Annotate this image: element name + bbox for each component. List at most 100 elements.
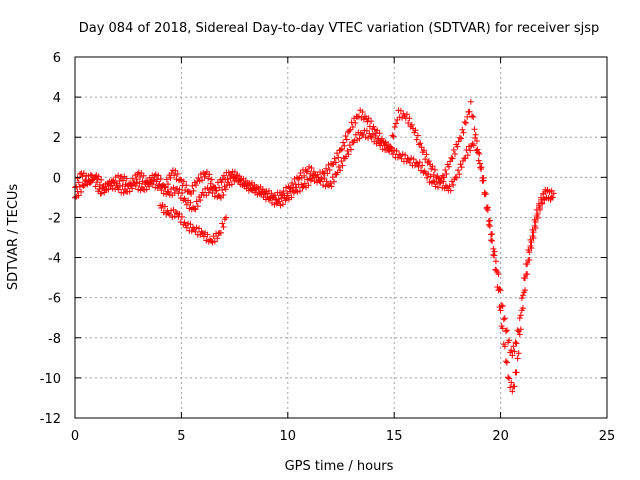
data-point	[403, 111, 410, 118]
data-point	[510, 343, 517, 350]
data-point	[449, 155, 456, 162]
data-point	[489, 230, 496, 237]
data-point	[196, 225, 203, 232]
data-point	[216, 184, 223, 191]
plot-frame	[74, 56, 608, 419]
data-point	[199, 177, 206, 184]
data-point	[483, 205, 490, 212]
data-point	[512, 339, 519, 346]
data-point	[494, 283, 501, 290]
data-point	[405, 119, 412, 126]
data-point	[172, 208, 179, 215]
data-point	[390, 133, 397, 140]
data-point	[470, 114, 477, 121]
data-point	[288, 194, 295, 201]
data-point	[429, 163, 436, 170]
data-point	[331, 178, 338, 185]
data-point	[513, 340, 520, 347]
data-point	[129, 185, 136, 192]
data-point	[423, 151, 430, 158]
data-point	[195, 174, 202, 181]
data-point	[474, 146, 481, 153]
data-point	[503, 359, 510, 366]
data-point	[143, 186, 150, 193]
data-point	[469, 113, 476, 120]
data-point	[416, 159, 423, 166]
data-point	[460, 129, 467, 136]
data-point	[208, 176, 215, 183]
data-point	[157, 176, 164, 183]
data-point	[485, 221, 492, 228]
data-point	[442, 182, 449, 189]
data-point	[189, 182, 196, 189]
data-point	[346, 127, 353, 134]
data-point	[434, 184, 441, 191]
data-point	[208, 238, 215, 245]
data-point	[458, 164, 465, 171]
data-point	[78, 188, 85, 195]
data-point	[469, 140, 476, 147]
data-point	[328, 183, 335, 190]
data-point	[95, 173, 102, 180]
data-point	[488, 237, 495, 244]
data-point	[228, 181, 235, 188]
data-point	[332, 159, 339, 166]
data-point	[174, 170, 181, 177]
data-point	[75, 179, 82, 186]
y-tick-label: 2	[53, 131, 61, 146]
data-point	[530, 229, 537, 236]
data-point	[515, 350, 522, 357]
data-point	[197, 197, 204, 204]
data-point	[231, 169, 238, 176]
y-tick-label: -6	[48, 292, 61, 307]
data-point	[179, 189, 186, 196]
data-point	[458, 135, 465, 142]
data-point	[434, 173, 441, 180]
data-point	[518, 295, 525, 302]
data-point	[391, 123, 398, 130]
data-point	[427, 173, 434, 180]
data-point	[490, 251, 497, 258]
data-point	[198, 228, 205, 235]
data-point	[522, 287, 529, 294]
y-tick-label: -4	[48, 252, 61, 267]
data-point	[103, 186, 110, 193]
data-point	[338, 158, 345, 165]
data-point	[516, 331, 523, 338]
data-point	[96, 186, 103, 193]
data-point	[84, 181, 91, 188]
data-point	[296, 188, 303, 195]
data-point	[453, 174, 460, 181]
data-point	[406, 115, 413, 122]
data-point	[222, 186, 229, 193]
data-point	[327, 180, 334, 187]
data-point	[323, 178, 330, 185]
data-point	[337, 167, 344, 174]
data-point	[430, 178, 437, 185]
data-point	[133, 176, 140, 183]
data-point	[90, 176, 97, 183]
data-point	[110, 179, 117, 186]
data-point	[329, 174, 336, 181]
data-point	[425, 158, 432, 165]
data-point	[413, 159, 420, 166]
data-point	[530, 234, 537, 241]
data-point	[126, 188, 133, 195]
data-point	[410, 156, 417, 163]
data-point	[98, 176, 105, 183]
data-point	[514, 355, 521, 362]
data-point	[341, 142, 348, 149]
data-point	[335, 154, 342, 161]
data-point	[456, 171, 463, 178]
data-point	[348, 146, 355, 153]
data-point	[225, 179, 232, 186]
data-point	[247, 181, 254, 188]
data-point	[107, 182, 114, 189]
data-point	[343, 136, 350, 143]
data-point	[289, 180, 296, 187]
data-point	[266, 195, 273, 202]
data-point	[176, 186, 183, 193]
data-point	[364, 118, 371, 125]
data-point	[191, 205, 198, 212]
